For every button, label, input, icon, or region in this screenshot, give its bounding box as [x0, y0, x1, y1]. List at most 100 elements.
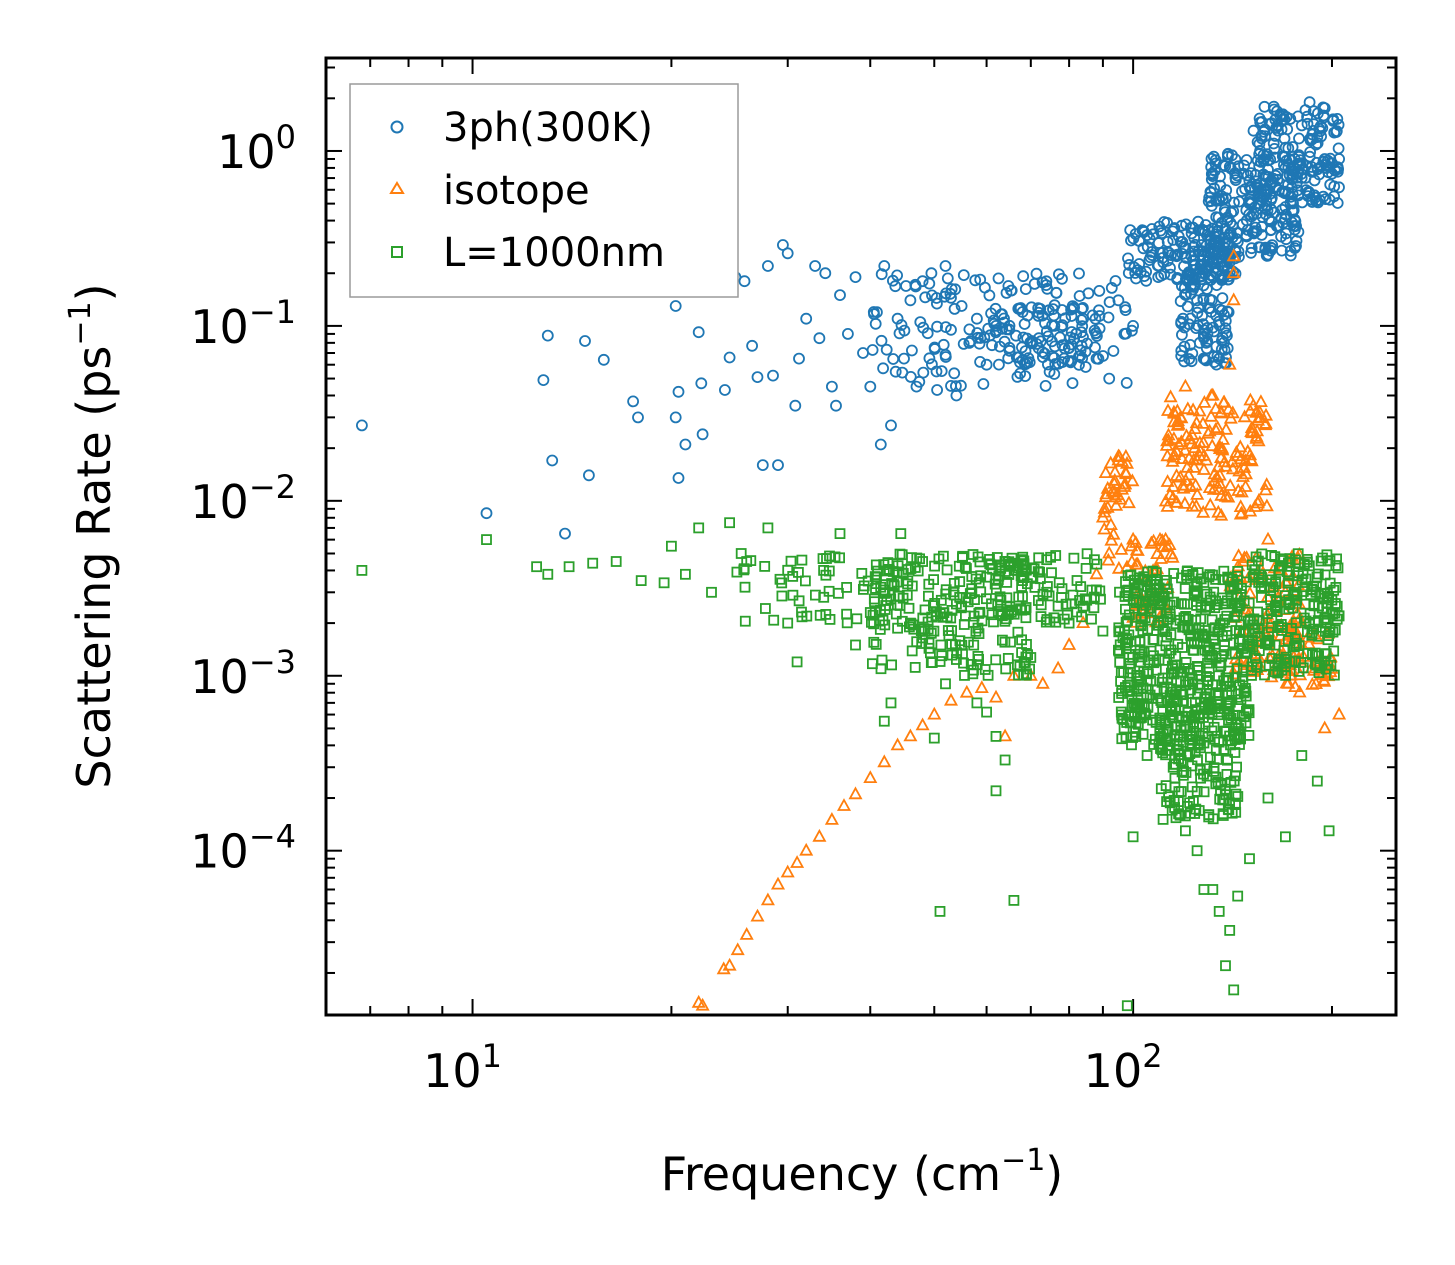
point-l-1000nm	[1068, 552, 1080, 564]
point-l-1000nm	[1186, 781, 1198, 793]
point-l-1000nm	[1309, 647, 1321, 659]
point-isotope	[903, 728, 918, 742]
point-3ph-300k-	[669, 411, 682, 424]
point-l-1000nm	[868, 593, 880, 605]
x-tick-label-0: 101	[423, 1037, 502, 1098]
point-l-1000nm	[1323, 825, 1335, 837]
point-l-1000nm	[658, 577, 670, 589]
point-l-1000nm	[1169, 772, 1181, 784]
point-l-1000nm	[800, 575, 811, 587]
point-isotope	[1121, 495, 1136, 509]
point-3ph-300k-	[1262, 248, 1274, 261]
point-l-1000nm	[1289, 633, 1301, 645]
point-l-1000nm	[1290, 640, 1302, 651]
point-3ph-300k-	[1028, 277, 1041, 290]
point-3ph-300k-	[1245, 242, 1258, 255]
point-3ph-300k-	[1073, 290, 1086, 302]
point-3ph-300k-	[1103, 296, 1116, 309]
point-3ph-300k-	[1259, 183, 1271, 196]
point-3ph-300k-	[800, 312, 813, 325]
point-l-1000nm	[693, 522, 705, 534]
point-3ph-300k-	[842, 327, 854, 340]
point-l-1000nm	[1134, 648, 1145, 660]
point-3ph-300k-	[955, 300, 968, 312]
point-isotope	[998, 728, 1013, 742]
y-tick-label-3: 10−3	[190, 643, 296, 704]
point-l-1000nm	[1164, 648, 1175, 659]
point-3ph-300k-	[1269, 169, 1282, 182]
point-l-1000nm	[973, 608, 985, 619]
point-l-1000nm	[1116, 733, 1128, 745]
point-isotope	[1219, 421, 1234, 435]
point-l-1000nm	[990, 785, 1002, 797]
point-l-1000nm	[1176, 766, 1188, 778]
point-l-1000nm	[986, 609, 998, 621]
point-3ph-300k-	[1208, 325, 1220, 338]
point-l-1000nm	[875, 663, 887, 675]
point-l-1000nm	[941, 564, 953, 576]
point-isotope	[1062, 637, 1077, 650]
point-l-1000nm	[988, 616, 999, 628]
point-3ph-300k-	[1265, 192, 1278, 204]
point-l-1000nm	[1077, 600, 1089, 612]
point-isotope	[1107, 472, 1122, 486]
point-isotope	[1175, 477, 1191, 491]
point-l-1000nm	[876, 654, 888, 666]
point-l-1000nm	[1027, 571, 1039, 583]
point-3ph-300k-	[1000, 323, 1013, 336]
point-l-1000nm	[963, 636, 974, 648]
point-3ph-300k-	[1215, 272, 1228, 285]
point-isotope	[943, 692, 959, 706]
point-isotope	[1258, 417, 1273, 431]
point-3ph-300k-	[906, 344, 918, 357]
point-isotope	[1234, 484, 1249, 498]
point-3ph-300k-	[546, 454, 559, 467]
point-l-1000nm	[1230, 806, 1242, 818]
point-l-1000nm	[1270, 576, 1282, 587]
point-3ph-300k-	[1074, 344, 1087, 357]
point-3ph-300k-	[957, 269, 970, 282]
point-isotope	[1124, 538, 1139, 552]
point-l-1000nm	[870, 559, 882, 571]
point-l-1000nm	[1270, 602, 1282, 614]
point-l-1000nm	[762, 522, 774, 534]
point-l-1000nm	[1021, 639, 1032, 650]
point-3ph-300k-	[669, 300, 682, 312]
point-l-1000nm	[1212, 690, 1224, 701]
point-l-1000nm	[1175, 686, 1187, 698]
point-3ph-300k-	[1294, 158, 1307, 171]
point-3ph-300k-	[1183, 318, 1195, 331]
point-l-1000nm	[871, 571, 882, 583]
point-3ph-300k-	[923, 352, 936, 365]
point-isotope	[1178, 378, 1193, 392]
point-isotope	[1210, 420, 1225, 434]
point-l-1000nm	[1231, 606, 1243, 617]
point-3ph-300k-	[1191, 294, 1203, 307]
point-3ph-300k-	[789, 399, 802, 412]
point-l-1000nm	[868, 636, 880, 648]
point-isotope	[1187, 460, 1202, 473]
point-3ph-300k-	[1185, 227, 1198, 240]
point-l-1000nm	[1228, 775, 1240, 787]
point-isotope	[1111, 448, 1126, 462]
point-3ph-300k-	[913, 375, 926, 388]
point-3ph-300k-	[1210, 237, 1222, 250]
point-3ph-300k-	[1253, 112, 1266, 125]
point-isotope	[1260, 531, 1276, 545]
point-l-1000nm	[1155, 783, 1167, 795]
point-l-1000nm	[1219, 725, 1231, 737]
point-l-1000nm	[768, 614, 780, 626]
legend-label-isotope: isotope	[443, 168, 590, 214]
point-3ph-300k-	[1093, 284, 1106, 297]
point-3ph-300k-	[1263, 118, 1276, 130]
point-l-1000nm	[531, 561, 542, 573]
point-l-1000nm	[739, 615, 751, 627]
point-3ph-300k-	[998, 316, 1010, 329]
legend-marker-isotope	[389, 181, 405, 194]
point-isotope	[1292, 684, 1307, 698]
point-3ph-300k-	[1127, 319, 1139, 332]
point-3ph-300k-	[898, 352, 910, 365]
point-l-1000nm	[903, 602, 915, 614]
point-l-1000nm	[922, 623, 934, 635]
point-isotope	[1316, 672, 1331, 686]
